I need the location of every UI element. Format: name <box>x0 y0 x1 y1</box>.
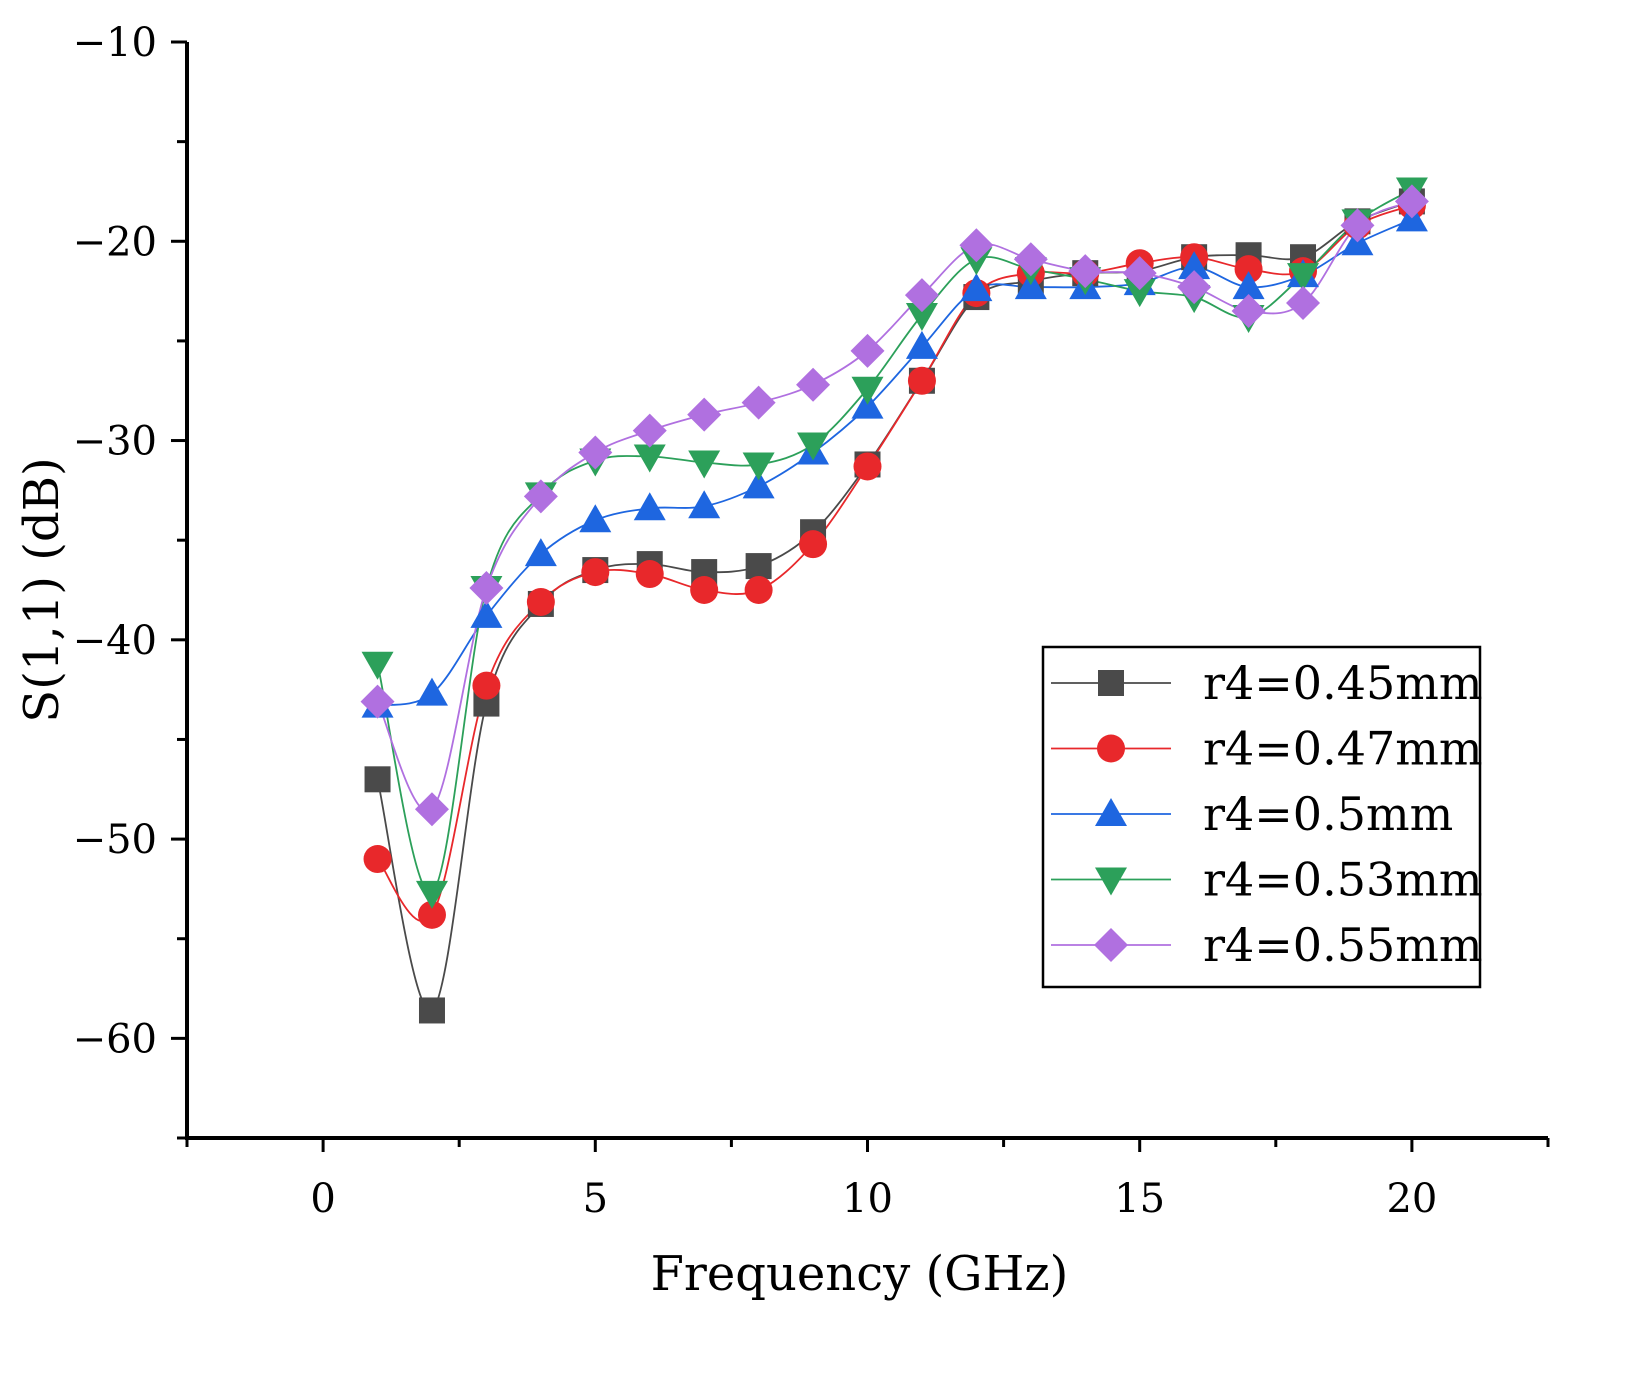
data-point <box>688 450 721 479</box>
data-point <box>1232 271 1265 300</box>
legend-label: r4=0.45mm <box>1203 656 1482 710</box>
y-tick-label: −20 <box>73 219 157 265</box>
series-markers-triangle-up <box>361 203 1428 718</box>
data-point <box>526 587 555 616</box>
data-point <box>907 366 936 395</box>
ticks: 0 5 10 15 20 −10 −20 −30 −40 −50 −60 <box>73 20 1550 1222</box>
data-point <box>960 273 993 302</box>
legend-item: r4=0.45mm <box>1051 656 1482 710</box>
data-point <box>579 504 612 533</box>
data-point <box>1122 256 1157 291</box>
data-point <box>1286 286 1321 321</box>
data-point <box>741 385 776 420</box>
data-point <box>742 470 775 499</box>
data-point <box>797 432 830 461</box>
data-point <box>850 333 885 368</box>
data-point <box>1013 242 1048 277</box>
data-point <box>415 880 448 909</box>
legend-marker <box>1097 734 1125 763</box>
x-axis-title: Frequency (GHz) <box>651 1246 1069 1302</box>
data-point <box>1234 255 1263 284</box>
data-point <box>745 553 772 580</box>
x-tick-label: 5 <box>583 1176 608 1222</box>
x-tick-label: 20 <box>1386 1176 1437 1222</box>
y-tick-label: −10 <box>73 20 157 66</box>
series-markers-diamond <box>360 184 1429 827</box>
data-point <box>361 651 394 680</box>
data-point <box>905 330 938 359</box>
data-point <box>1178 251 1211 280</box>
data-point <box>633 444 666 473</box>
data-point <box>1287 263 1320 292</box>
data-point <box>1068 254 1103 289</box>
data-point <box>796 367 831 402</box>
x-tick-label: 0 <box>310 1176 335 1222</box>
y-tick-label: −50 <box>73 817 157 863</box>
data-point <box>690 576 719 604</box>
data-point <box>418 997 445 1024</box>
data-point <box>688 490 721 519</box>
data-point <box>581 558 610 587</box>
data-point <box>742 452 775 481</box>
y-axis-title: S(1,1) (dB) <box>14 457 70 722</box>
legend-marker <box>1095 798 1127 826</box>
data-point <box>635 560 664 589</box>
data-point <box>1231 294 1266 329</box>
series-layer <box>360 177 1429 1024</box>
legend-marker <box>1094 928 1128 962</box>
data-point <box>853 452 882 481</box>
legend-item: r4=0.55mm <box>1051 918 1482 972</box>
legend-label: r4=0.55mm <box>1203 918 1482 972</box>
legend-label: r4=0.5mm <box>1203 787 1453 841</box>
data-point <box>744 576 773 604</box>
data-point <box>364 766 391 793</box>
data-point <box>524 538 557 567</box>
data-point <box>472 671 501 700</box>
axes: 0 5 10 15 20 −10 −20 −30 −40 −50 −60 <box>73 20 1550 1222</box>
data-point <box>414 792 449 827</box>
data-point <box>904 278 939 313</box>
legend-marker <box>1095 867 1127 896</box>
data-point <box>851 376 884 405</box>
y-tick-label: −30 <box>73 419 157 465</box>
data-point <box>578 435 613 470</box>
y-tick-label: −60 <box>73 1016 157 1062</box>
legend-item: r4=0.53mm <box>1051 853 1482 907</box>
data-point <box>469 571 504 606</box>
y-tick-label: −40 <box>73 618 157 664</box>
data-point <box>1177 270 1212 305</box>
data-point <box>363 845 392 874</box>
legend: r4=0.45mm r4=0.47mm r4=0.5mm r4=0.53mm r4=0.… <box>1041 645 1482 989</box>
data-point <box>470 599 503 628</box>
data-point <box>417 900 446 929</box>
data-point <box>633 492 666 521</box>
legend-marker <box>1098 670 1124 696</box>
legend-item: r4=0.5mm <box>1051 787 1453 841</box>
data-point <box>415 677 448 706</box>
data-point <box>523 479 558 514</box>
data-point <box>360 684 395 719</box>
data-point <box>1123 279 1156 308</box>
data-point <box>799 530 828 559</box>
data-point <box>959 228 994 263</box>
legend-label: r4=0.47mm <box>1203 722 1482 776</box>
x-tick-label: 10 <box>842 1176 893 1222</box>
x-tick-label: 15 <box>1114 1176 1165 1222</box>
legend-label: r4=0.53mm <box>1203 853 1482 907</box>
data-point <box>687 397 722 432</box>
legend-item: r4=0.47mm <box>1051 722 1482 776</box>
data-point <box>905 303 938 332</box>
data-point <box>632 413 667 448</box>
data-point <box>1394 184 1429 219</box>
data-point <box>1340 208 1375 243</box>
